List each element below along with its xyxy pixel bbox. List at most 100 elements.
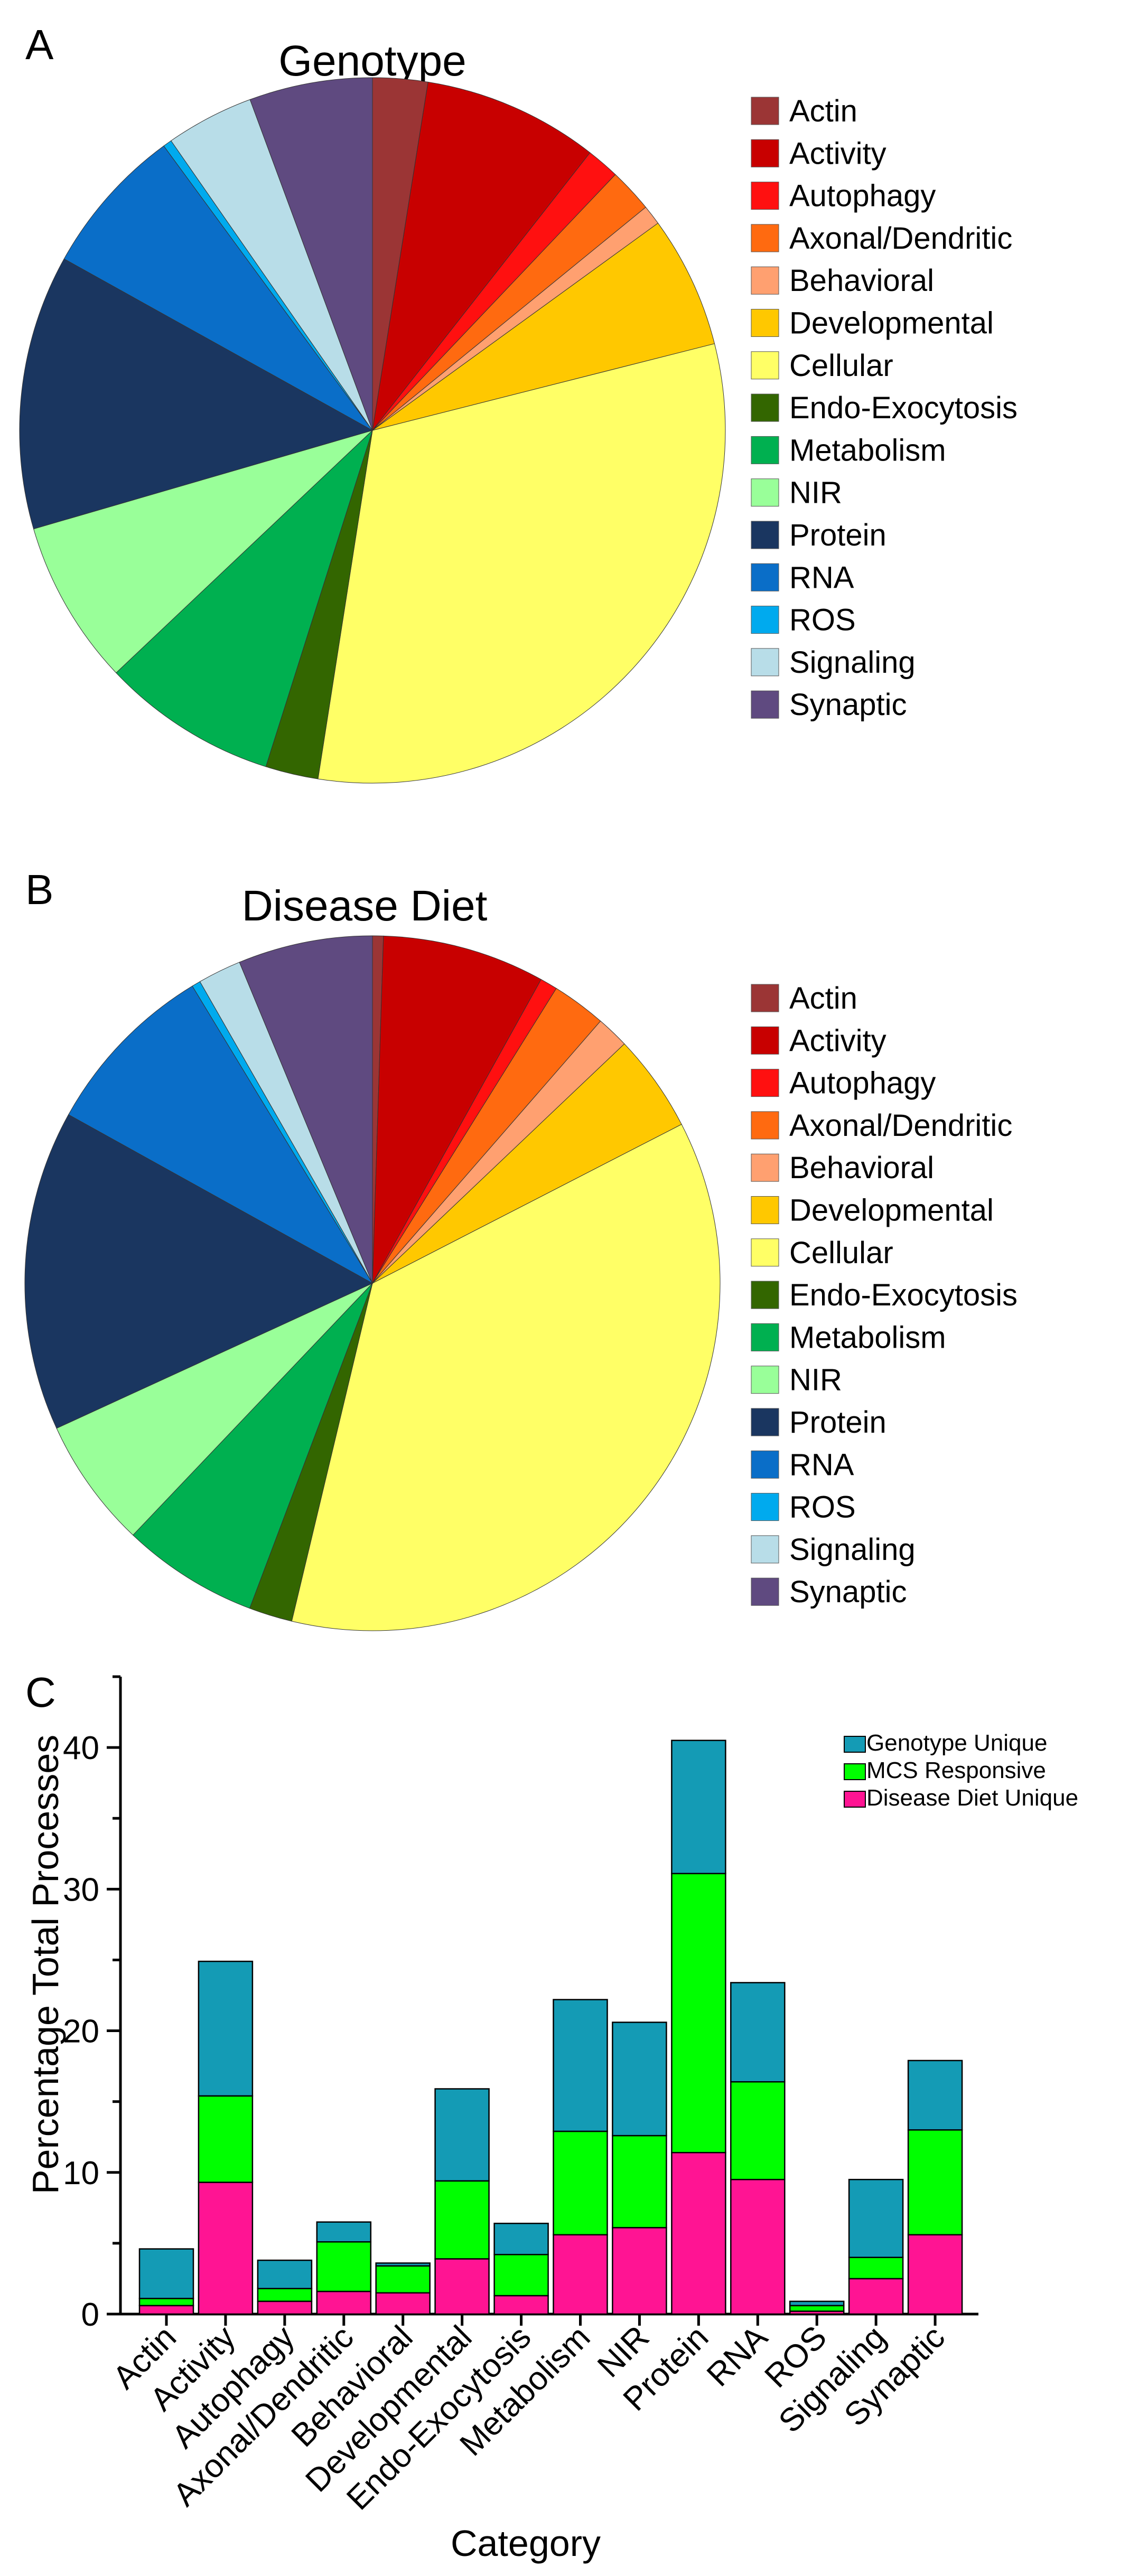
y-tick-label: 30 bbox=[63, 1872, 99, 1908]
disease-diet-legend-swatch-protein bbox=[751, 1408, 779, 1436]
bar-developmental-disease-diet-unique bbox=[434, 2258, 490, 2315]
bar-rna-disease-diet-unique bbox=[730, 2178, 786, 2315]
disease-diet-legend-label-cellular: Cellular bbox=[789, 1236, 893, 1270]
genotype-slice-activity bbox=[372, 81, 591, 431]
genotype-legend-swatch-protein bbox=[751, 521, 779, 549]
disease-diet-legend-swatch-metabolism bbox=[751, 1323, 779, 1351]
bar-legend-label-disease-diet-unique: Disease Diet Unique bbox=[866, 1785, 1078, 1811]
disease-diet-legend-label-metabolism: Metabolism bbox=[789, 1320, 946, 1355]
bar-endo-exocytosis-genotype-unique bbox=[493, 2223, 549, 2255]
pie-b-title: Disease Diet bbox=[242, 882, 488, 930]
genotype-legend-label-activity: Activity bbox=[789, 136, 886, 171]
disease-diet-slice-metabolism bbox=[132, 1283, 373, 1609]
bar-legend-label-mcs-responsive: MCS Responsive bbox=[866, 1757, 1046, 1783]
bar-actin-mcs-responsive bbox=[138, 2298, 194, 2307]
genotype-legend-swatch-rna bbox=[751, 563, 779, 591]
y-axis-label: Percentage Total Processes bbox=[25, 1735, 66, 2194]
genotype-legend-swatch-activity bbox=[751, 139, 779, 167]
disease-diet-legend-swatch-nir bbox=[751, 1366, 779, 1394]
genotype-legend-swatch-behavioral bbox=[751, 266, 779, 295]
genotype-legend-swatch-actin bbox=[751, 97, 779, 125]
x-axis-label: Category bbox=[451, 2523, 601, 2564]
genotype-legend-swatch-cellular bbox=[751, 351, 779, 380]
disease-diet-legend-swatch-rna bbox=[751, 1450, 779, 1479]
disease-diet-legend-label-nir: NIR bbox=[789, 1363, 842, 1397]
y-tick-label: 10 bbox=[63, 2155, 99, 2192]
panel-c-label: C bbox=[25, 1669, 56, 1716]
y-tick-label: 0 bbox=[81, 2297, 99, 2333]
y-tick-label: 40 bbox=[63, 1730, 99, 1766]
disease-diet-legend-label-behavioral: Behavioral bbox=[789, 1151, 934, 1185]
genotype-legend-label-actin: Actin bbox=[789, 94, 857, 128]
genotype-legend-label-developmental: Developmental bbox=[789, 306, 994, 341]
genotype-legend-swatch-synaptic bbox=[751, 690, 779, 719]
genotype-legend-label-behavioral: Behavioral bbox=[789, 264, 934, 298]
disease-diet-legend-label-actin: Actin bbox=[789, 981, 857, 1016]
genotype-legend-swatch-endo-exocytosis bbox=[751, 393, 779, 422]
genotype-legend-swatch-axonal-dendritic bbox=[751, 224, 779, 252]
bar-protein-genotype-unique bbox=[671, 1740, 726, 1875]
genotype-legend-swatch-metabolism bbox=[751, 436, 779, 464]
genotype-legend-label-rna: RNA bbox=[789, 560, 854, 595]
genotype-legend-label-protein: Protein bbox=[789, 518, 886, 552]
bar-nir-mcs-responsive bbox=[612, 2135, 667, 2229]
disease-diet-slice-nir bbox=[56, 1283, 373, 1536]
stacked-bar-chart: 010203040ActinActivityAutophagyAxonal/De… bbox=[63, 1675, 978, 2517]
disease-diet-legend-swatch-signaling bbox=[751, 1535, 779, 1564]
bar-endo-exocytosis-disease-diet-unique bbox=[493, 2295, 549, 2315]
genotype-slice-synaptic bbox=[249, 77, 373, 431]
genotype-slice-nir bbox=[33, 430, 373, 673]
disease-diet-slice-activity bbox=[372, 935, 542, 1284]
genotype-slice-protein bbox=[19, 258, 374, 530]
genotype-legend-label-cellular: Cellular bbox=[789, 349, 893, 383]
disease-diet-legend-swatch-behavioral bbox=[751, 1153, 779, 1182]
disease-diet-legend: Actin Activity Autophagy Axonal/Dendritic Be… bbox=[751, 981, 1018, 1609]
disease-diet-legend-swatch-axonal-dendritic bbox=[751, 1111, 779, 1140]
disease-diet-legend-label-endo-exocytosis: Endo-Exocytosis bbox=[789, 1278, 1018, 1312]
bar-behavioral-mcs-responsive bbox=[375, 2265, 431, 2294]
genotype-legend-label-axonal-dendritic: Axonal/Dendritic bbox=[789, 221, 1012, 256]
disease-diet-pie bbox=[24, 935, 721, 1631]
disease-diet-legend-label-signaling: Signaling bbox=[789, 1533, 916, 1567]
bar-metabolism-disease-diet-unique bbox=[553, 2234, 608, 2315]
bar-axonal-dendritic-mcs-responsive bbox=[316, 2241, 372, 2292]
genotype-legend-label-endo-exocytosis: Endo-Exocytosis bbox=[789, 391, 1018, 425]
bar-metabolism-mcs-responsive bbox=[553, 2130, 608, 2236]
bar-behavioral-genotype-unique bbox=[375, 2262, 431, 2267]
genotype-slice-cellular bbox=[318, 343, 726, 784]
bar-protein-mcs-responsive bbox=[671, 1873, 726, 2154]
genotype-legend-label-metabolism: Metabolism bbox=[789, 433, 946, 467]
panel-c: C Percentage Total Processes Category 0 1… bbox=[25, 1669, 1078, 2564]
disease-diet-legend-label-axonal-dendritic: Axonal/Dendritic bbox=[789, 1108, 1012, 1143]
disease-diet-slice-cellular bbox=[291, 1124, 721, 1631]
bar-behavioral-disease-diet-unique bbox=[375, 2292, 431, 2315]
pie-a-title: Genotype bbox=[278, 37, 466, 85]
bar-axonal-dendritic-disease-diet-unique bbox=[316, 2290, 372, 2315]
genotype-legend-swatch-signaling bbox=[751, 648, 779, 676]
bar-autophagy-disease-diet-unique bbox=[257, 2300, 313, 2315]
bar-ros-mcs-responsive bbox=[789, 2305, 845, 2312]
bar-protein-disease-diet-unique bbox=[671, 2151, 726, 2315]
disease-diet-legend-label-activity: Activity bbox=[789, 1023, 886, 1058]
disease-diet-legend-swatch-endo-exocytosis bbox=[751, 1281, 779, 1309]
disease-diet-legend-swatch-ros bbox=[751, 1493, 779, 1521]
disease-diet-legend-swatch-developmental bbox=[751, 1196, 779, 1224]
disease-diet-slice-protein bbox=[24, 1114, 374, 1429]
bar-signaling-mcs-responsive bbox=[848, 2257, 904, 2280]
genotype-slice-developmental bbox=[372, 222, 715, 431]
bar-developmental-genotype-unique bbox=[434, 2088, 490, 2182]
bar-nir-disease-diet-unique bbox=[612, 2227, 667, 2315]
disease-diet-legend-swatch-activity bbox=[751, 1026, 779, 1055]
disease-diet-slice-synaptic bbox=[239, 935, 373, 1284]
bar-developmental-mcs-responsive bbox=[434, 2180, 490, 2260]
disease-diet-legend-swatch-cellular bbox=[751, 1238, 779, 1267]
bar-activity-mcs-responsive bbox=[198, 2095, 254, 2183]
bar-autophagy-genotype-unique bbox=[257, 2259, 313, 2289]
genotype-pie bbox=[19, 77, 726, 784]
genotype-legend-swatch-ros bbox=[751, 606, 779, 634]
disease-diet-legend-swatch-synaptic bbox=[751, 1577, 779, 1606]
genotype-slice-rna bbox=[63, 145, 373, 431]
genotype-legend-label-synaptic: Synaptic bbox=[789, 688, 907, 722]
